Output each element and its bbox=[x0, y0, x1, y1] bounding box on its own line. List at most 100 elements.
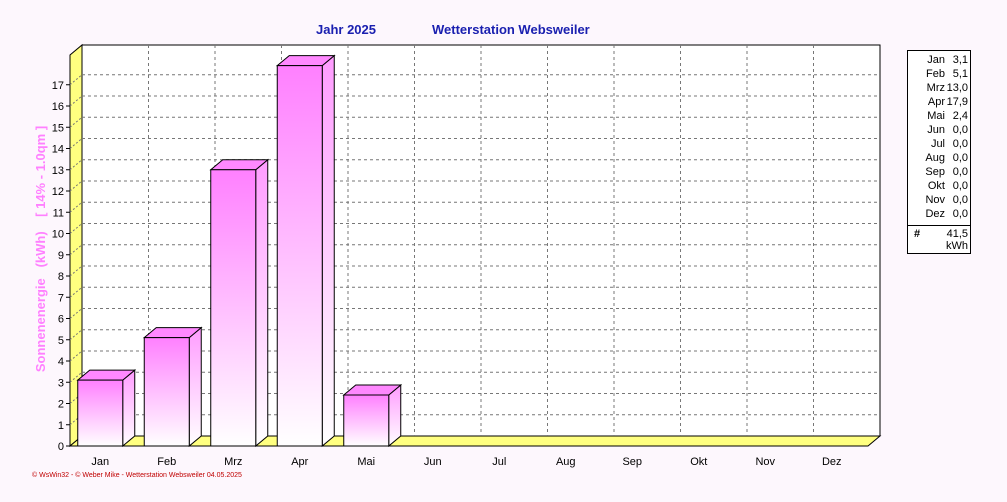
y-gridline-side bbox=[69, 265, 83, 277]
legend-month: Mai bbox=[927, 110, 945, 122]
bar-side bbox=[321, 54, 335, 448]
y-tick-label: 10 bbox=[52, 229, 64, 241]
legend-value: 3,1 bbox=[952, 54, 968, 66]
legend-month: Feb bbox=[926, 68, 945, 80]
bar bbox=[143, 337, 190, 447]
legend-value: 0,0 bbox=[952, 208, 968, 220]
legend-value: 13,0 bbox=[946, 82, 968, 94]
legend-row: Apr 17,9 bbox=[908, 95, 970, 109]
sum-marker: # bbox=[914, 228, 921, 240]
legend-month: Okt bbox=[927, 180, 945, 192]
legend-value: 2,4 bbox=[952, 110, 968, 122]
legend-row: Okt 0,0 bbox=[908, 179, 970, 193]
y-tick-label: 0 bbox=[58, 441, 64, 453]
x-tick-label: Jun bbox=[424, 456, 442, 468]
x-tick-label: Jul bbox=[492, 456, 506, 468]
legend-row: Feb 5,1 bbox=[908, 67, 970, 81]
legend-separator bbox=[908, 225, 970, 226]
x-tick-label: Aug bbox=[556, 456, 576, 468]
x-tick-label: Dez bbox=[822, 456, 842, 468]
legend-row: Aug 0,0 bbox=[908, 151, 970, 165]
y-tick-label: 17 bbox=[52, 80, 64, 92]
legend-month: Jun bbox=[927, 124, 945, 136]
legend-row: Dez 0,0 bbox=[908, 207, 970, 221]
legend-row: Mai 2,4 bbox=[908, 109, 970, 123]
x-tick-label: Nov bbox=[755, 456, 775, 468]
legend-value: 0,0 bbox=[952, 180, 968, 192]
legend-row: Jul 0,0 bbox=[908, 137, 970, 151]
y-tick-label: 4 bbox=[58, 356, 64, 368]
y-gridline-side bbox=[69, 180, 83, 192]
legend-row: Mrz 13,0 bbox=[908, 81, 970, 95]
bar bbox=[276, 65, 323, 447]
y-gridline-side bbox=[69, 116, 83, 128]
y-gridline-side bbox=[69, 371, 83, 383]
legend-row: Jun 0,0 bbox=[908, 123, 970, 137]
y-tick-label: 8 bbox=[58, 271, 64, 283]
legend-value: 0,0 bbox=[952, 138, 968, 150]
legend-value: 5,1 bbox=[952, 68, 968, 80]
legend-month: Apr bbox=[927, 96, 945, 108]
legend-value: 0,0 bbox=[952, 194, 968, 206]
y-gridline-side bbox=[69, 159, 83, 171]
year-label: Jahr 2025 bbox=[316, 22, 376, 37]
y-tick-label: 1 bbox=[58, 420, 64, 432]
y-tick-label: 3 bbox=[58, 377, 64, 389]
legend-month: Aug bbox=[925, 152, 945, 164]
y-tick-label: 11 bbox=[53, 207, 64, 219]
y-tick-label: 15 bbox=[52, 122, 64, 134]
y-tick-label: 6 bbox=[58, 314, 64, 326]
y-gridline-side bbox=[69, 74, 83, 86]
legend-value: 0,0 bbox=[952, 124, 968, 136]
y-tick-label: 2 bbox=[58, 399, 64, 411]
bar-side bbox=[188, 326, 202, 448]
sum-value: 41,5 bbox=[946, 228, 968, 240]
footer-credit: © WsWin32 - © Weber Mike - Wetterstation… bbox=[32, 472, 242, 479]
y-tick-label: 7 bbox=[58, 292, 64, 304]
y-gridline-side bbox=[69, 138, 83, 149]
x-tick-label: Sep bbox=[622, 456, 642, 468]
y-gridline-side bbox=[69, 350, 83, 362]
y-gridline-side bbox=[69, 308, 83, 319]
legend-value: 0,0 bbox=[952, 152, 968, 164]
legend-month: Dez bbox=[925, 208, 945, 220]
legend-value: 0,0 bbox=[952, 166, 968, 178]
bar bbox=[343, 394, 390, 447]
y-gridline-side bbox=[69, 329, 83, 341]
x-tick-label: Feb bbox=[157, 456, 176, 468]
bar bbox=[77, 379, 124, 447]
legend-month: Sep bbox=[925, 166, 945, 178]
y-gridline-side bbox=[69, 244, 83, 256]
legend-row: Nov 0,0 bbox=[908, 193, 970, 207]
y-tick-label: 9 bbox=[58, 250, 64, 262]
bar bbox=[210, 169, 257, 447]
legend-month: Jan bbox=[927, 54, 945, 66]
bar-side bbox=[122, 369, 136, 448]
legend-month: Mrz bbox=[926, 82, 945, 94]
y-gridline-side bbox=[69, 286, 83, 298]
y-axis-label: Sonnenenergie (kWh) [ 14% - 1.0qm ] bbox=[33, 126, 48, 372]
x-tick-label: Apr bbox=[291, 456, 308, 468]
y-tick-label: 12 bbox=[52, 186, 64, 198]
legend-month: Jul bbox=[930, 138, 945, 150]
x-tick-label: Mrz bbox=[224, 456, 242, 468]
bar-side bbox=[255, 158, 269, 448]
x-tick-label: Mai bbox=[357, 456, 375, 468]
x-tick-label: Jan bbox=[91, 456, 109, 468]
legend-value: 17,9 bbox=[946, 96, 968, 108]
value-legend: Jan 3,1 Feb 5,1 Mrz 13,0 Apr 17,9 Mai 2,4 Jun 0,0 Ju… bbox=[907, 50, 971, 254]
y-gridline-side bbox=[69, 223, 83, 234]
x-tick-label: Okt bbox=[690, 456, 707, 468]
y-gridline-side bbox=[69, 95, 83, 107]
y-tick-label: 16 bbox=[52, 101, 64, 113]
y-gridline-side bbox=[69, 201, 83, 213]
y-tick-label: 14 bbox=[52, 144, 64, 156]
y-tick-label: 5 bbox=[58, 335, 64, 347]
legend-month: Nov bbox=[925, 194, 945, 206]
sum-unit: kWh bbox=[946, 240, 968, 252]
legend-row: Sep 0,0 bbox=[908, 165, 970, 179]
y-tick-label: 13 bbox=[52, 165, 64, 177]
chart-title: Wetterstation Websweiler bbox=[432, 22, 590, 37]
legend-row: Jan 3,1 bbox=[908, 53, 970, 67]
